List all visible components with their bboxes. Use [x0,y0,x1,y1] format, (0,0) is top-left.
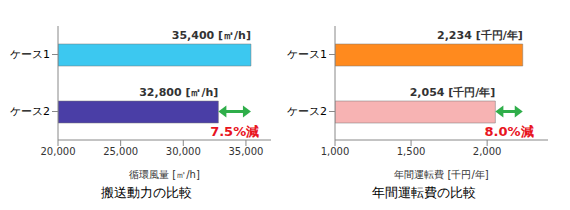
svg-text:1,000: 1,000 [321,146,350,157]
svg-text:2,234 [千円/年]: 2,234 [千円/年] [437,29,523,42]
html-text:年間運転費の比較: 年間運転費の比較 [371,185,476,200]
svg-text:ケース2: ケース2 [287,105,327,118]
svg-text:20,000: 20,000 [41,146,76,157]
svg-text:35,000: 35,000 [228,146,263,157]
svg-text:1,500: 1,500 [397,146,426,157]
svg-text:25,000: 25,000 [103,146,138,157]
svg-text:2,000: 2,000 [473,146,502,157]
svg-text:32,800 [㎥/h]: 32,800 [㎥/h] [139,86,218,99]
svg-text:8.0%減: 8.0%減 [485,124,534,139]
svg-text:ケース1: ケース1 [287,48,327,61]
svg-text:2,054 [千円/年]: 2,054 [千円/年] [410,86,496,99]
svg-text:30,000: 30,000 [166,146,201,157]
svg-text:ケース1: ケース1 [10,48,50,61]
svg-text:循環風量 [㎥/h]: 循環風量 [㎥/h] [129,169,200,180]
svg-text:35,400 [㎥/h]: 35,400 [㎥/h] [172,29,251,42]
html-text:搬送動力の比較: 搬送動力の比較 [101,185,192,200]
svg-text:7.5%減: 7.5%減 [210,124,259,139]
svg-text:年間運転費 [千円/年]: 年間運転費 [千円/年] [394,169,488,180]
svg-text:ケース2: ケース2 [10,105,50,118]
